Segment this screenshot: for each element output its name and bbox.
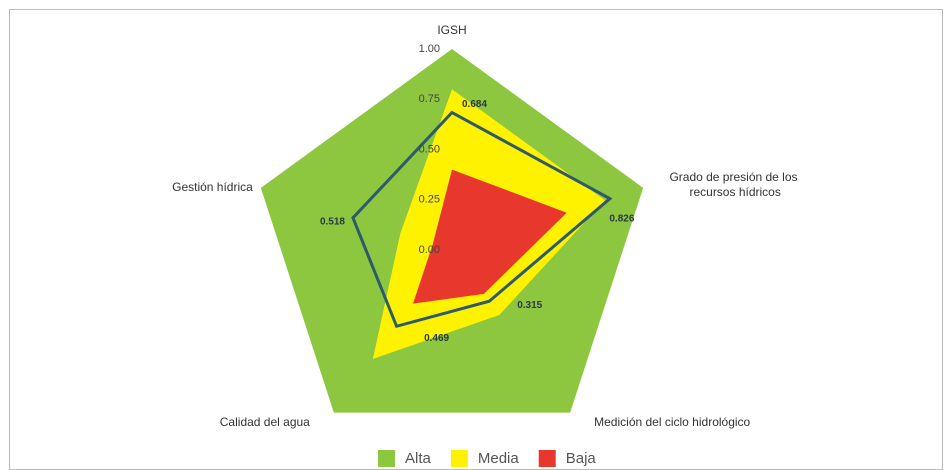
data-label: 0.684 — [462, 99, 487, 110]
r-tick-label: 0.25 — [419, 194, 440, 206]
legend-swatch — [450, 450, 468, 467]
axis-label-line: recursos hídricos — [689, 185, 780, 199]
axis-label: Gestión hídrica — [172, 180, 253, 194]
data-label: 0.315 — [517, 300, 542, 311]
legend-label: Baja — [566, 450, 597, 467]
legend-swatch — [538, 450, 556, 467]
r-tick-label: 0.75 — [419, 93, 440, 105]
data-label: 0.518 — [320, 216, 345, 227]
legend-label: Alta — [405, 450, 432, 467]
radar-line — [351, 110, 613, 329]
r-tick-label: 0.00 — [419, 244, 440, 256]
axis-label: Grado de presión de los recursos hídrico… — [669, 170, 800, 199]
data-label: 0.826 — [609, 213, 634, 224]
axis-label: Medición del ciclo hidrológico — [594, 415, 750, 429]
r-tick-label: 1.00 — [419, 43, 440, 55]
legend-label: Media — [478, 450, 520, 467]
axis-label: IGSH — [437, 23, 466, 37]
axis-label-line: Grado de presión de los — [669, 170, 800, 184]
data-label: 0.469 — [424, 333, 449, 344]
r-tick-label: 0.50 — [419, 143, 440, 155]
axis-label: Calidad del agua — [220, 415, 310, 429]
legend-swatch — [378, 450, 395, 467]
radar-area — [413, 169, 567, 304]
